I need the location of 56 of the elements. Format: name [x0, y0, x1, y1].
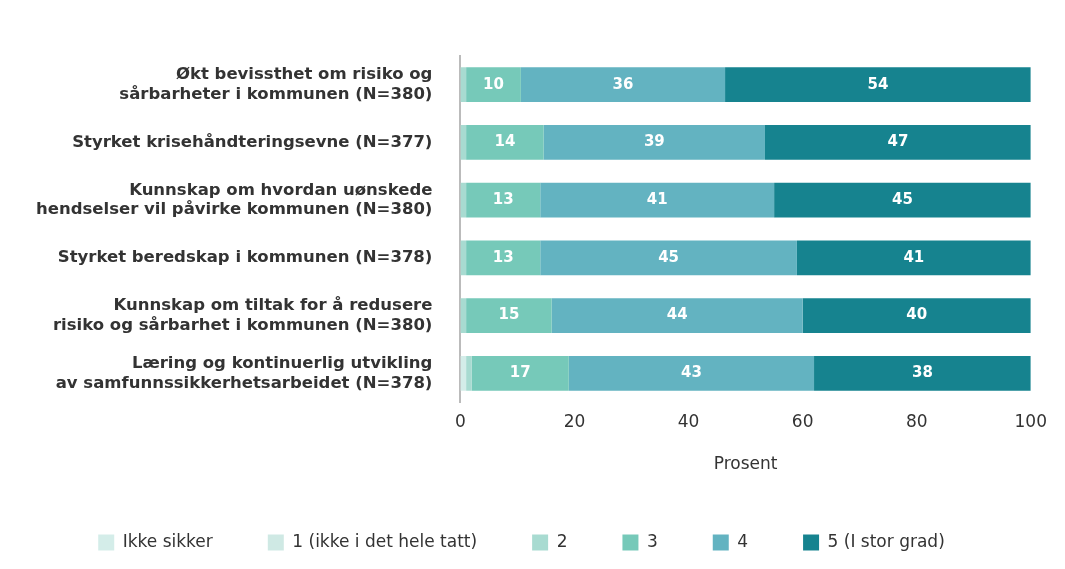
legend-label: Ikke sikker	[122, 530, 213, 551]
data-label: 10	[483, 74, 504, 93]
data-label: 41	[646, 190, 668, 209]
x-axis-title: Prosent	[713, 453, 778, 474]
bar	[520, 67, 726, 102]
bar	[796, 240, 1031, 276]
x-tick-label: 80	[905, 410, 928, 431]
bar	[466, 182, 541, 218]
bar	[466, 356, 472, 391]
bar	[540, 182, 775, 218]
bar	[471, 356, 569, 391]
legend-label: 2	[556, 530, 568, 551]
bar	[774, 182, 1031, 218]
data-label: 44	[666, 305, 688, 324]
x-tick-label: 20	[563, 410, 586, 431]
y-tick-label: Kunnskap om hvordan uønskede hendselser vil påvirke kommunen (N=380)	[35, 179, 433, 219]
y-tick-label: Økt bevissthet om risiko og sårbarheter i kommunen (N=380)	[119, 64, 433, 103]
data-label: 13	[492, 190, 514, 209]
data-label: 43	[680, 363, 702, 382]
bar	[466, 125, 544, 160]
bar	[466, 67, 521, 102]
data-label: 47	[887, 132, 909, 151]
y-tick-label: Styrket krisehåndteringsevne (N=377)	[72, 131, 433, 151]
bar	[568, 356, 815, 391]
y-tick-label: Læring og kontinuerlig utvikling av samfunnssikkerhetsarbeidet (N=378)	[55, 352, 433, 392]
data-label: 17	[509, 363, 531, 382]
data-label: 13	[492, 247, 514, 266]
y-tick-label: Kunnskap om tiltak for å redusere risiko og sårbarhet i kommunen (N=380)	[52, 294, 433, 334]
data-label: 40	[906, 305, 928, 324]
bar	[814, 356, 1031, 391]
bar	[764, 125, 1031, 160]
y-tick-label: Styrket beredskap i kommunen (N=378)	[57, 247, 433, 267]
bar	[543, 125, 765, 160]
data-label: 41	[903, 247, 925, 266]
x-tick-label: 40	[677, 410, 700, 431]
bar	[802, 298, 1031, 333]
data-label: 54	[867, 74, 889, 93]
data-label: 38	[911, 363, 933, 382]
legend-label: 4	[737, 530, 749, 551]
x-tick-label: 0	[455, 410, 466, 431]
data-label: 15	[498, 305, 520, 324]
legend-label: 3	[646, 530, 658, 551]
data-label: 39	[643, 132, 665, 151]
x-tick-label: 100	[1014, 410, 1047, 431]
bar	[551, 298, 803, 333]
bar	[540, 240, 797, 276]
legend-label: 1 (ikke i det hele tatt)	[292, 530, 478, 551]
data-label: 45	[658, 247, 680, 266]
legend-label: 5 (I stor grad)	[827, 530, 945, 551]
x-tick-label: 60	[791, 410, 814, 431]
bar	[466, 298, 552, 333]
bar	[725, 67, 1031, 102]
data-label: 36	[612, 74, 634, 93]
data-label: 14	[494, 132, 516, 151]
data-label: 45	[892, 190, 913, 209]
bar	[466, 240, 541, 276]
